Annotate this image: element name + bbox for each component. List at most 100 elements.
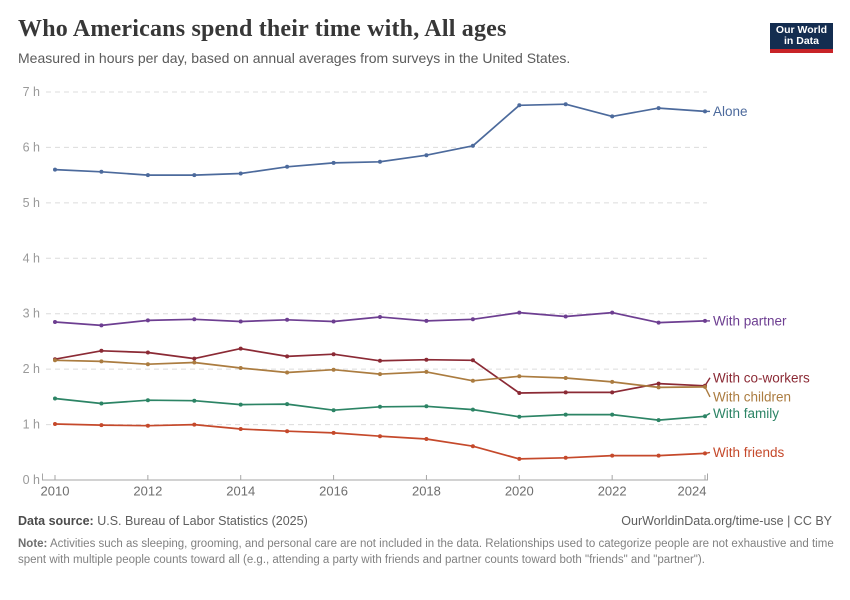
data-point-with-children[interactable] bbox=[517, 374, 522, 379]
data-point-alone[interactable] bbox=[99, 169, 104, 174]
data-point-with-family[interactable] bbox=[238, 402, 243, 407]
data-point-with-partner[interactable] bbox=[563, 314, 568, 319]
data-point-with-friends[interactable] bbox=[331, 430, 336, 435]
data-point-with-co-workers[interactable] bbox=[470, 358, 475, 363]
data-point-with-co-workers[interactable] bbox=[238, 346, 243, 351]
data-point-with-family[interactable] bbox=[610, 412, 615, 417]
data-point-with-friends[interactable] bbox=[703, 451, 707, 456]
data-point-alone[interactable] bbox=[145, 173, 150, 178]
data-point-with-children[interactable] bbox=[192, 360, 197, 365]
series-label-alone[interactable]: Alone bbox=[713, 104, 748, 119]
data-point-with-co-workers[interactable] bbox=[192, 356, 197, 361]
data-point-alone[interactable] bbox=[470, 143, 475, 148]
data-point-with-partner[interactable] bbox=[285, 317, 290, 322]
data-point-with-children[interactable] bbox=[378, 372, 382, 377]
data-point-with-friends[interactable] bbox=[238, 427, 243, 431]
data-point-alone[interactable] bbox=[331, 160, 336, 165]
data-point-with-partner[interactable] bbox=[424, 318, 429, 323]
data-point-with-co-workers[interactable] bbox=[656, 381, 661, 386]
series-label-with-family[interactable]: With family bbox=[713, 406, 779, 421]
data-point-with-co-workers[interactable] bbox=[145, 350, 150, 355]
data-point-alone[interactable] bbox=[424, 153, 429, 158]
series-line-with-family[interactable] bbox=[54, 397, 706, 421]
data-point-with-family[interactable] bbox=[470, 407, 475, 412]
data-point-alone[interactable] bbox=[53, 167, 57, 172]
data-point-with-co-workers[interactable] bbox=[331, 352, 336, 357]
data-point-with-co-workers[interactable] bbox=[378, 358, 382, 363]
data-point-with-family[interactable] bbox=[99, 401, 104, 406]
data-point-with-children[interactable] bbox=[656, 385, 661, 390]
data-point-alone[interactable] bbox=[238, 171, 243, 176]
data-point-with-partner[interactable] bbox=[99, 323, 104, 328]
data-point-with-co-workers[interactable] bbox=[99, 348, 104, 353]
data-point-with-friends[interactable] bbox=[53, 422, 57, 426]
data-point-with-friends[interactable] bbox=[145, 423, 150, 428]
data-point-alone[interactable] bbox=[563, 102, 568, 107]
y-axis-label: 0 h bbox=[23, 473, 40, 487]
data-point-with-children[interactable] bbox=[53, 358, 57, 363]
series-line-with-co-workers[interactable] bbox=[54, 347, 706, 394]
data-point-with-partner[interactable] bbox=[192, 317, 197, 322]
series-line-with-friends[interactable] bbox=[54, 423, 706, 460]
data-point-with-children[interactable] bbox=[285, 370, 290, 375]
data-point-with-family[interactable] bbox=[424, 404, 429, 409]
data-point-with-friends[interactable] bbox=[563, 455, 568, 460]
data-point-with-friends[interactable] bbox=[192, 422, 197, 427]
data-point-with-partner[interactable] bbox=[610, 310, 615, 315]
data-point-with-family[interactable] bbox=[656, 418, 661, 423]
data-point-with-family[interactable] bbox=[378, 404, 382, 409]
data-point-with-friends[interactable] bbox=[99, 423, 104, 428]
data-source-text: U.S. Bureau of Labor Statistics (2025) bbox=[97, 514, 308, 528]
data-point-with-partner[interactable] bbox=[53, 320, 57, 324]
data-point-with-partner[interactable] bbox=[238, 319, 243, 324]
data-point-with-children[interactable] bbox=[424, 369, 429, 374]
data-point-alone[interactable] bbox=[610, 114, 615, 119]
data-point-with-co-workers[interactable] bbox=[285, 354, 290, 359]
series-label-with-co-workers[interactable]: With co-workers bbox=[713, 370, 810, 385]
data-point-with-partner[interactable] bbox=[656, 320, 661, 325]
data-point-with-co-workers[interactable] bbox=[563, 390, 568, 395]
data-point-with-family[interactable] bbox=[285, 402, 290, 407]
series-label-with-children[interactable]: With children bbox=[713, 389, 791, 404]
license-link[interactable]: OurWorldinData.org/time-use | CC BY bbox=[621, 514, 832, 528]
data-point-with-friends[interactable] bbox=[424, 437, 429, 441]
data-point-with-children[interactable] bbox=[99, 359, 104, 364]
data-point-alone[interactable] bbox=[517, 103, 522, 108]
data-point-with-children[interactable] bbox=[331, 367, 336, 372]
data-point-with-children[interactable] bbox=[238, 366, 243, 370]
data-point-alone[interactable] bbox=[378, 159, 382, 164]
data-point-with-children[interactable] bbox=[470, 378, 475, 383]
data-point-with-friends[interactable] bbox=[378, 434, 382, 439]
data-point-with-co-workers[interactable] bbox=[424, 357, 429, 362]
data-point-with-partner[interactable] bbox=[331, 319, 336, 324]
time-use-line-chart: 0 h 1 h 2 h 3 h 4 h 5 h 6 h 7 h 2010 2012 2014 2016… bbox=[23, 85, 810, 499]
series-line-alone[interactable] bbox=[54, 103, 706, 176]
series-label-with-partner[interactable]: With partner bbox=[713, 313, 787, 328]
series-label-with-friends[interactable]: With friends bbox=[713, 445, 785, 460]
data-point-with-children[interactable] bbox=[610, 379, 615, 384]
data-point-alone[interactable] bbox=[285, 164, 290, 169]
data-point-with-friends[interactable] bbox=[610, 453, 615, 458]
data-point-with-family[interactable] bbox=[145, 398, 150, 403]
data-point-with-partner[interactable] bbox=[470, 317, 475, 322]
data-point-with-partner[interactable] bbox=[703, 318, 707, 323]
data-point-alone[interactable] bbox=[703, 109, 707, 114]
data-point-with-family[interactable] bbox=[53, 396, 57, 401]
data-point-with-friends[interactable] bbox=[656, 453, 661, 458]
data-point-alone[interactable] bbox=[656, 106, 661, 111]
data-point-with-friends[interactable] bbox=[470, 444, 475, 449]
data-point-with-family[interactable] bbox=[331, 408, 336, 413]
data-point-with-co-workers[interactable] bbox=[517, 391, 522, 395]
data-point-alone[interactable] bbox=[192, 173, 197, 178]
data-point-with-partner[interactable] bbox=[378, 315, 382, 319]
data-point-with-partner[interactable] bbox=[145, 318, 150, 323]
data-point-with-friends[interactable] bbox=[517, 456, 522, 461]
data-point-with-children[interactable] bbox=[563, 376, 568, 380]
data-point-with-children[interactable] bbox=[145, 362, 150, 367]
data-point-with-family[interactable] bbox=[563, 412, 568, 417]
data-point-with-friends[interactable] bbox=[285, 429, 290, 434]
data-point-with-family[interactable] bbox=[517, 414, 522, 419]
data-point-with-co-workers[interactable] bbox=[610, 390, 615, 395]
data-point-with-family[interactable] bbox=[192, 398, 197, 403]
data-point-with-partner[interactable] bbox=[517, 310, 522, 315]
